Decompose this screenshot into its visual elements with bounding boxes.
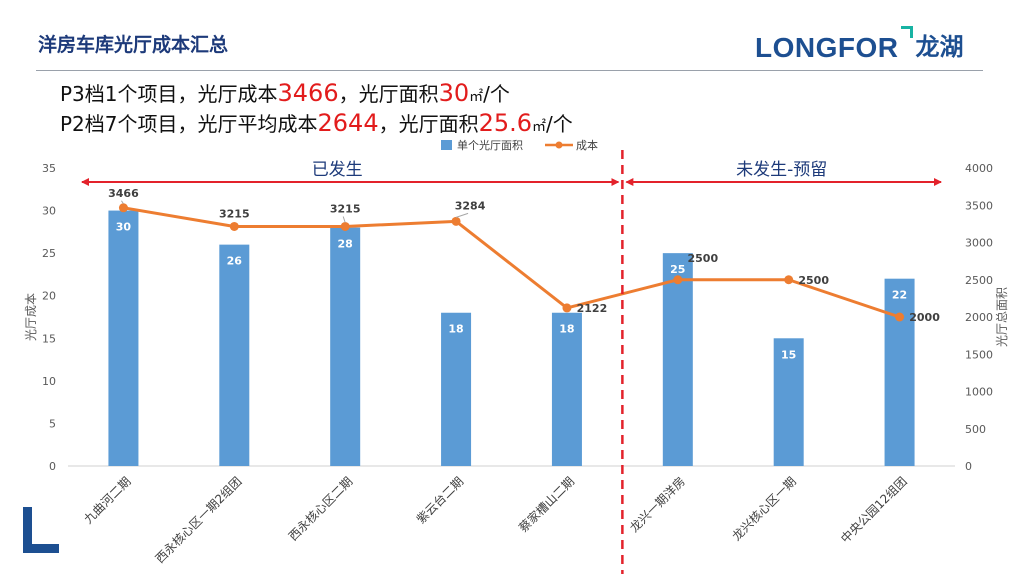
y-tick-label: 25: [42, 247, 56, 260]
x-tick-label: 蔡家槽山二期: [516, 474, 578, 536]
bar: [551, 312, 582, 466]
line-point: [118, 203, 128, 213]
y2-tick-label: 3500: [965, 199, 993, 212]
x-tick-label: 龙兴核心区一期: [730, 474, 799, 543]
x-tick-label: 西永核心区一期2组团: [153, 474, 245, 566]
line-point: [673, 275, 683, 285]
summary-line-p3: P3档1个项目，光厅成本3466，光厅面积30㎡/个: [60, 78, 510, 107]
bar: [330, 227, 361, 466]
y2-tick-label: 2500: [965, 274, 993, 287]
chart-legend: 单个光厅面积 成本: [441, 138, 598, 152]
y-tick-label: 20: [42, 290, 56, 303]
y-tick-label: 15: [42, 332, 56, 345]
line-value-label: 2122: [577, 302, 608, 315]
y2-tick-label: 1000: [965, 386, 993, 399]
line-value-label: 2500: [688, 252, 719, 265]
legend-line-label: 成本: [576, 138, 598, 152]
summary-area: 25.6: [478, 109, 533, 137]
summary-text: /个: [546, 112, 573, 136]
y-tick-label: 10: [42, 375, 56, 388]
line-value-label: 2000: [909, 311, 940, 324]
line-point: [229, 221, 239, 231]
bar-series: 30 26 28 18 18 25 15 22: [108, 210, 915, 466]
y-tick-label: 0: [49, 460, 56, 473]
summary-text: ，光厅面积: [378, 112, 479, 136]
x-tick-label: 西永核心区二期: [286, 474, 355, 543]
bar-value-label: 18: [559, 323, 574, 336]
summary-text: P2档7个项目，光厅平均成本: [60, 112, 318, 136]
corner-brand-mark: [23, 507, 59, 553]
bar-value-label: 26: [227, 255, 243, 268]
occurred-label: 已发生: [312, 160, 363, 180]
summary-text: /个: [483, 82, 510, 106]
y2-tick-label: 2000: [965, 311, 993, 324]
bar-value-label: 28: [338, 238, 353, 251]
summary-unit: ㎡: [532, 119, 547, 135]
y2-tick-label: 3000: [965, 237, 993, 250]
cost-line: [123, 206, 901, 319]
legend-line-marker: [555, 141, 563, 149]
bar: [441, 312, 472, 466]
line-series: 3466 3215 3215 3284 2122 2500 2500 2000: [108, 187, 940, 324]
x-tick-label: 紫云台二期: [413, 474, 466, 527]
bar: [219, 244, 250, 466]
bar-value-label: 30: [116, 221, 132, 234]
line-point: [895, 312, 905, 322]
line-value-label: 3284: [455, 199, 486, 212]
line-point: [562, 303, 572, 313]
logo-chinese: 龙湖: [915, 33, 964, 61]
logo-wordmark: LONGFOR: [755, 32, 899, 63]
header-divider: [36, 70, 983, 71]
summary-unit: ㎡: [469, 89, 484, 105]
summary-text: ，光厅面积: [338, 82, 439, 106]
line-value-label: 2500: [798, 274, 829, 287]
line-value-label: 3466: [108, 187, 139, 200]
y2-tick-label: 1500: [965, 348, 993, 361]
leader-line: [455, 212, 469, 218]
y2-tick-label: 0: [965, 460, 972, 473]
summary-cost: 3466: [277, 79, 339, 107]
legend-bar-label: 单个光厅面积: [457, 138, 523, 152]
y2-tick-label: 500: [965, 423, 986, 436]
x-tick-label: 九曲河二期: [81, 474, 133, 526]
x-tick-label: 龙兴一期洋房: [626, 474, 688, 536]
x-tick-label: 中央公园12组团: [837, 474, 909, 546]
y-tick-label: 35: [42, 162, 56, 175]
bar: [662, 253, 693, 466]
summary-cost: 2644: [317, 109, 379, 137]
bar-value-label: 15: [781, 348, 796, 361]
bar: [884, 278, 915, 466]
bar-value-label: 18: [448, 323, 463, 336]
y2-axis-title: 光厅总面积: [995, 287, 1009, 347]
page-title: 洋房车库光厅成本汇总: [38, 34, 229, 56]
bar: [773, 338, 804, 466]
line-value-label: 3215: [330, 202, 361, 215]
line-point: [784, 275, 794, 285]
longfor-logo: LONGFOR 龙湖: [755, 24, 964, 64]
chart-annotations: 已发生 未发生-预留: [81, 150, 942, 574]
line-value-label: 3215: [219, 207, 250, 220]
bar-value-label: 25: [670, 263, 685, 276]
reserved-label: 未发生-预留: [736, 160, 827, 180]
line-point: [451, 216, 461, 226]
summary-line-p2: P2档7个项目，光厅平均成本2644，光厅面积25.6㎡/个: [60, 108, 573, 137]
logo-corner-icon: [900, 26, 913, 38]
summary-text: P3档1个项目，光厅成本: [60, 82, 278, 106]
y-axis-title: 光厅成本: [24, 293, 38, 341]
leader-line: [121, 200, 124, 205]
summary-area: 30: [438, 79, 470, 107]
bar-value-label: 22: [892, 289, 907, 302]
line-point: [340, 221, 350, 231]
y-tick-label: 5: [49, 417, 56, 430]
y2-tick-label: 4000: [965, 162, 993, 175]
legend-bar-swatch: [441, 140, 452, 150]
leader-line: [342, 216, 346, 223]
chart-axes: 0 5 10 15 20 25 30 35 0 500 1000 1500 2000 2500 3000 35…: [24, 162, 1009, 566]
bar: [108, 210, 139, 466]
y-tick-label: 30: [42, 205, 56, 218]
